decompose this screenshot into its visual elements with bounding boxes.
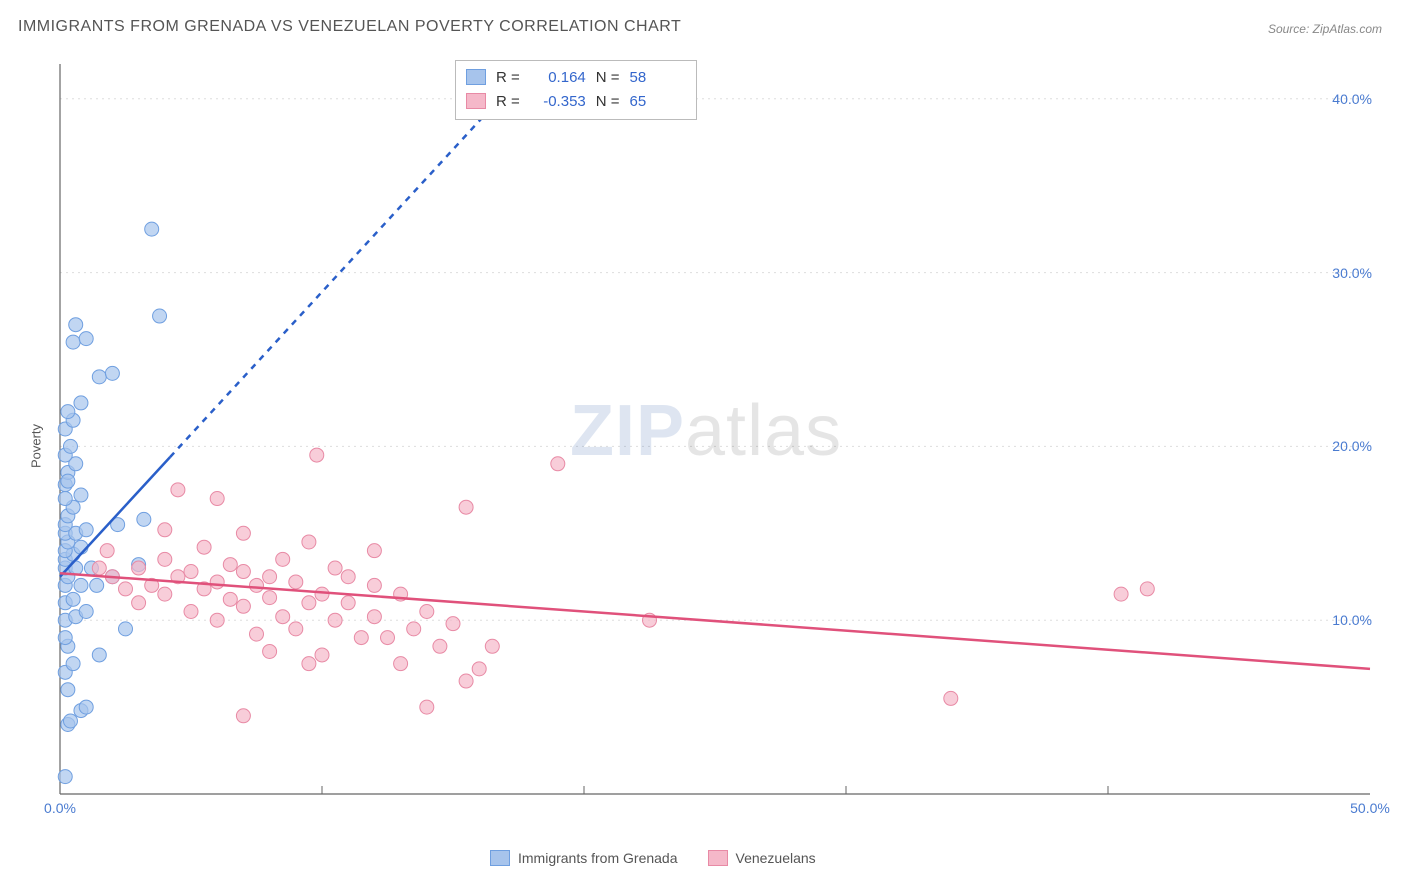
chart-title: IMMIGRANTS FROM GRENADA VS VENEZUELAN PO… [18, 18, 681, 36]
y-tick-label: 30.0% [1332, 265, 1372, 281]
legend-label: Venezuelans [736, 850, 816, 866]
legend: Immigrants from Grenada Venezuelans [490, 850, 816, 866]
legend-swatch [490, 850, 510, 866]
stat-r-label: R = [496, 93, 520, 110]
scatter-plot: 10.0%20.0%30.0%40.0%0.0%50.0% [50, 54, 1380, 824]
legend-item: Immigrants from Grenada [490, 850, 678, 866]
x-tick-label: 0.0% [44, 800, 76, 816]
stat-n-value: 58 [630, 69, 686, 86]
stats-row: R = -0.353 N = 65 [466, 89, 686, 113]
stats-row: R = 0.164 N = 58 [466, 65, 686, 89]
plot-svg [50, 54, 1380, 824]
legend-label: Immigrants from Grenada [518, 850, 678, 866]
legend-swatch [708, 850, 728, 866]
legend-item: Venezuelans [708, 850, 816, 866]
stat-r-value: -0.353 [530, 93, 586, 110]
stat-n-label: N = [596, 69, 620, 86]
y-tick-label: 10.0% [1332, 612, 1372, 628]
source-attribution: Source: ZipAtlas.com [1268, 22, 1382, 36]
series-swatch [466, 93, 486, 109]
y-axis-label: Poverty [29, 424, 44, 468]
stat-r-label: R = [496, 69, 520, 86]
stat-n-label: N = [596, 93, 620, 110]
stat-r-value: 0.164 [530, 69, 586, 86]
y-tick-label: 40.0% [1332, 91, 1372, 107]
stat-n-value: 65 [630, 93, 686, 110]
y-tick-label: 20.0% [1332, 438, 1372, 454]
correlation-stats-box: R = 0.164 N = 58 R = -0.353 N = 65 [455, 60, 697, 120]
series-swatch [466, 69, 486, 85]
x-tick-label: 50.0% [1350, 800, 1390, 816]
